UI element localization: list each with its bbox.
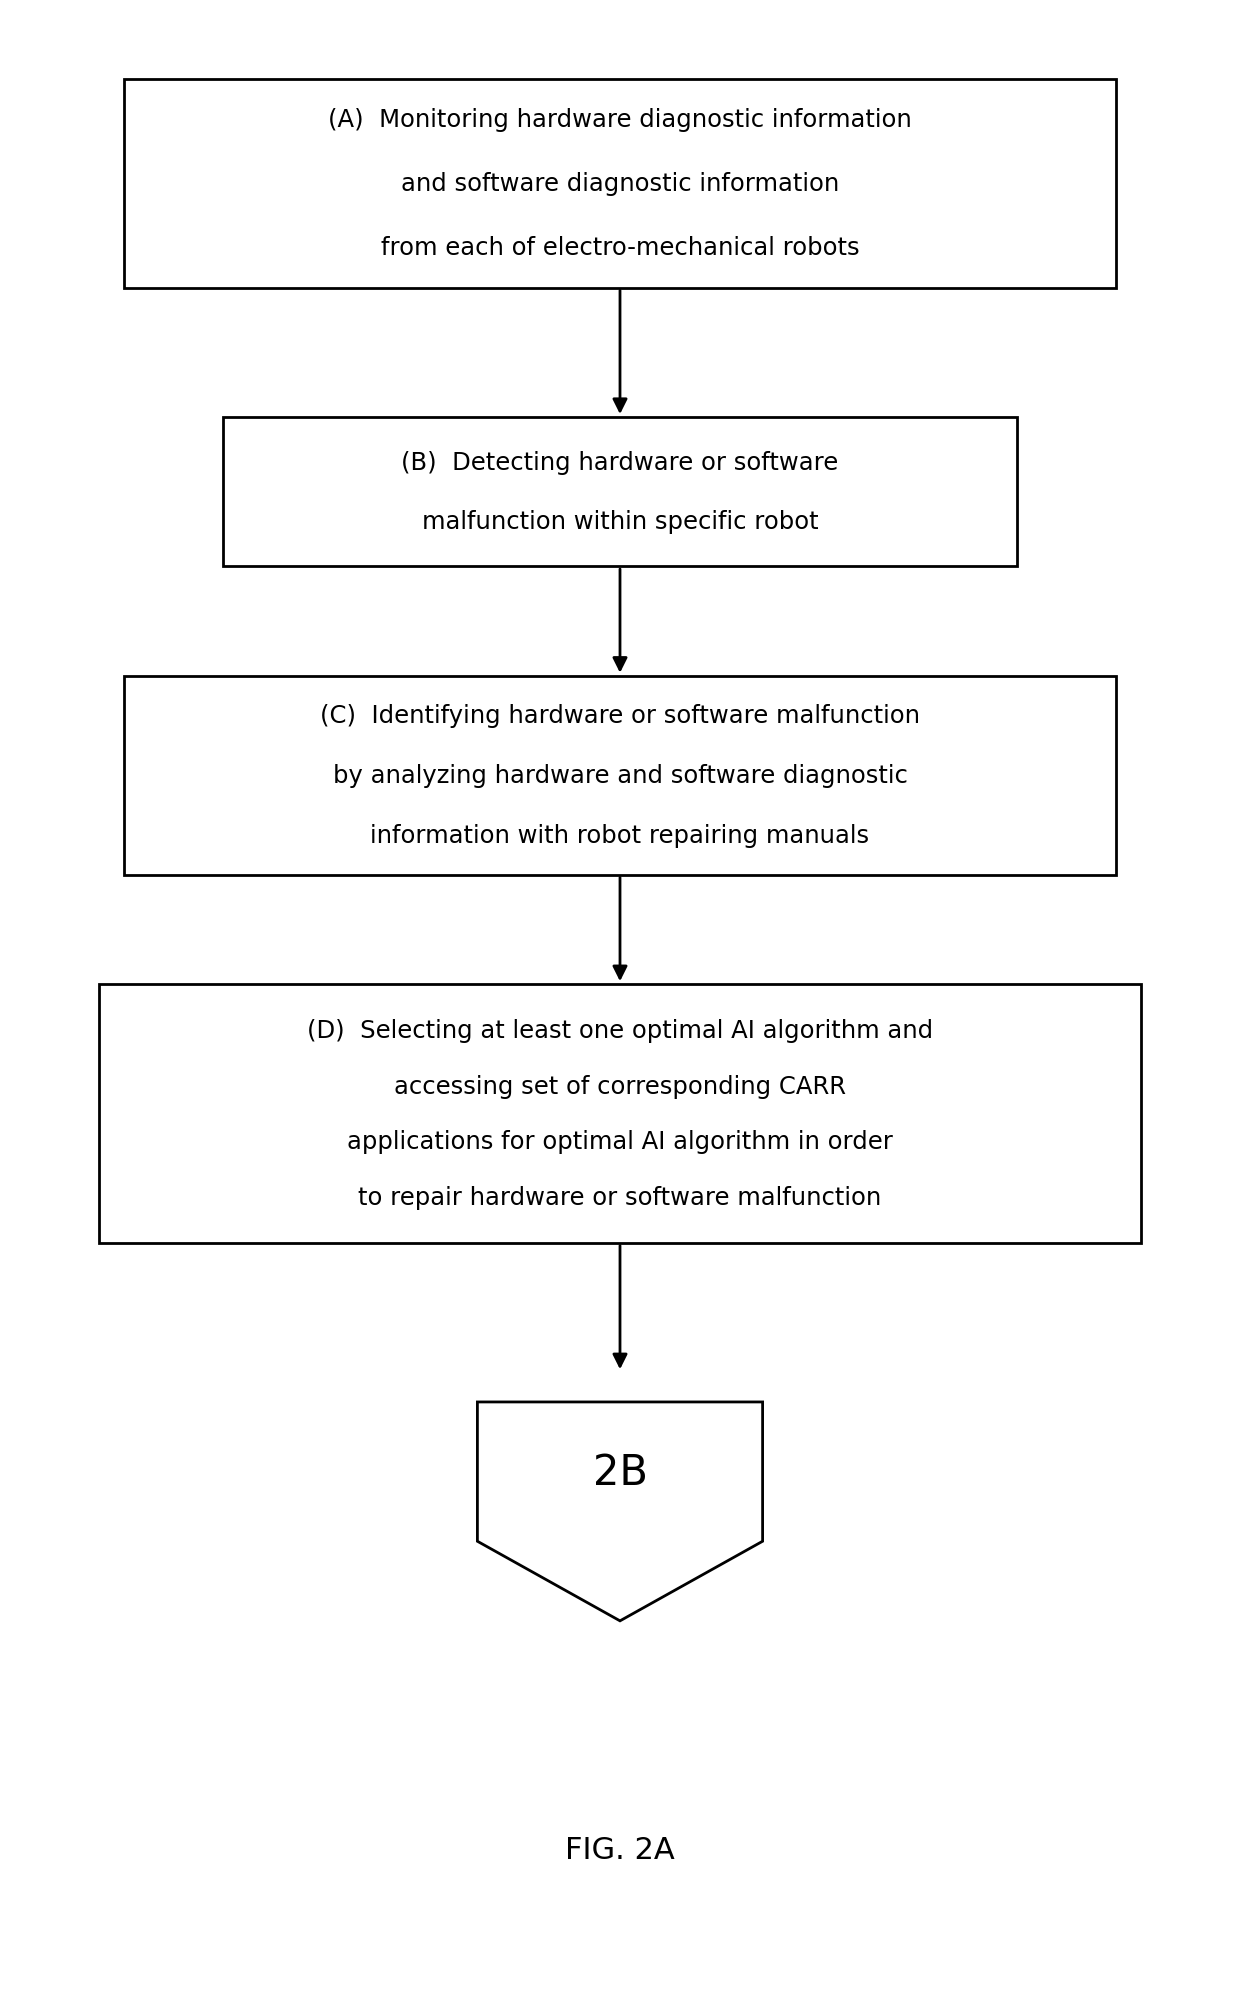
Text: malfunction within specific robot: malfunction within specific robot	[422, 509, 818, 535]
Text: (D)  Selecting at least one optimal AI algorithm and: (D) Selecting at least one optimal AI al…	[308, 1018, 932, 1042]
Text: (B)  Detecting hardware or software: (B) Detecting hardware or software	[402, 450, 838, 475]
Text: accessing set of corresponding CARR: accessing set of corresponding CARR	[394, 1074, 846, 1098]
Text: from each of electro-mechanical robots: from each of electro-mechanical robots	[381, 235, 859, 261]
FancyBboxPatch shape	[223, 418, 1017, 567]
Text: applications for optimal AI algorithm in order: applications for optimal AI algorithm in…	[347, 1130, 893, 1154]
Text: (C)  Identifying hardware or software malfunction: (C) Identifying hardware or software mal…	[320, 704, 920, 728]
Text: by analyzing hardware and software diagnostic: by analyzing hardware and software diagn…	[332, 764, 908, 788]
Text: (A)  Monitoring hardware diagnostic information: (A) Monitoring hardware diagnostic infor…	[329, 107, 911, 133]
FancyBboxPatch shape	[124, 676, 1116, 875]
Text: and software diagnostic information: and software diagnostic information	[401, 171, 839, 197]
Polygon shape	[477, 1402, 763, 1621]
Text: FIG. 2A: FIG. 2A	[565, 1836, 675, 1864]
FancyBboxPatch shape	[99, 985, 1141, 1243]
Text: 2B: 2B	[593, 1450, 647, 1494]
Text: to repair hardware or software malfunction: to repair hardware or software malfuncti…	[358, 1185, 882, 1209]
FancyBboxPatch shape	[124, 80, 1116, 288]
Text: information with robot repairing manuals: information with robot repairing manuals	[371, 823, 869, 847]
